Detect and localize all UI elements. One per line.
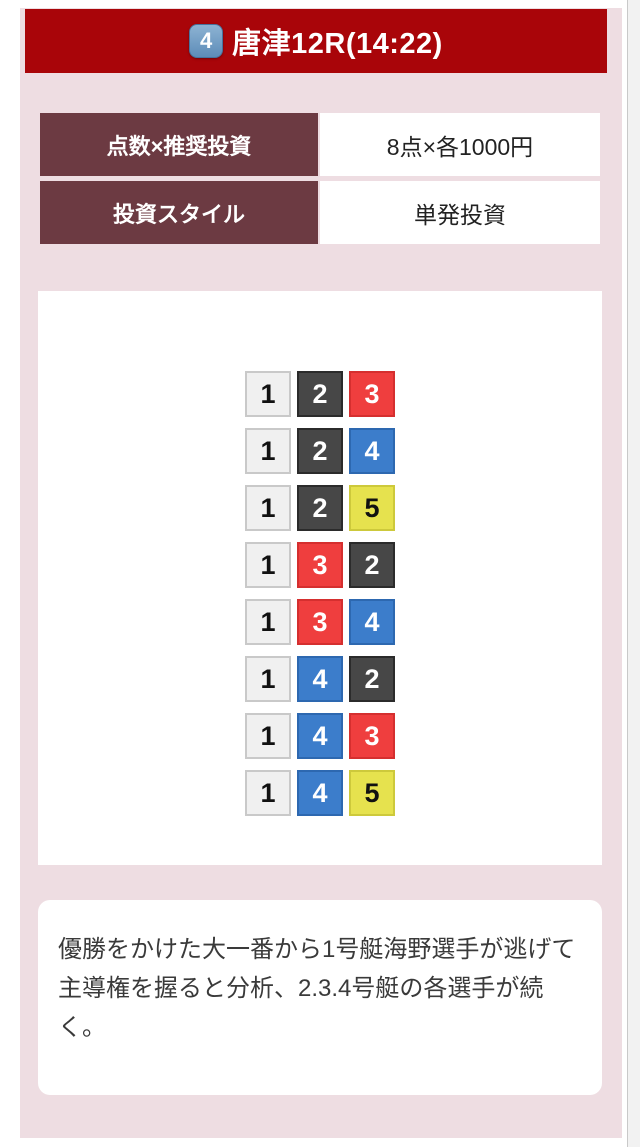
investment-info-table: 点数×推奨投資 8点×各1000円 投資スタイル 単発投資 — [40, 113, 600, 249]
race-title: 唐津12R(14:22) — [232, 28, 443, 60]
boat-number-cell: 2 — [349, 656, 395, 702]
boat-number-cell: 1 — [245, 371, 291, 417]
race-header: 4 唐津12R(14:22) — [25, 9, 607, 73]
boat-number-cell: 1 — [245, 656, 291, 702]
boat-number-cell: 2 — [297, 371, 343, 417]
table-row: 点数×推奨投資 8点×各1000円 — [40, 113, 600, 176]
boat-number-cell: 1 — [245, 770, 291, 816]
boat-number-cell: 4 — [349, 599, 395, 645]
boat-number-cell: 1 — [245, 542, 291, 588]
boat-number-cell: 3 — [349, 371, 395, 417]
boat-number-cell: 1 — [245, 485, 291, 531]
investment-style-label: 投資スタイル — [40, 181, 318, 244]
boat-number-cell: 3 — [297, 542, 343, 588]
boat-number-cell: 2 — [349, 542, 395, 588]
boat-number-cell: 5 — [349, 770, 395, 816]
investment-style-value: 単発投資 — [320, 181, 600, 244]
points-investment-label: 点数×推奨投資 — [40, 113, 318, 176]
boat-number-cell: 1 — [245, 599, 291, 645]
analysis-panel: 優勝をかけた大一番から1号艇海野選手が逃げて主導権を握ると分析、2.3.4号艇の… — [38, 900, 602, 1095]
table-row: 投資スタイル 単発投資 — [40, 181, 600, 244]
boat-number-cell: 4 — [297, 656, 343, 702]
boat-number-cell: 4 — [297, 770, 343, 816]
boat-number-cell: 4 — [349, 428, 395, 474]
boat-number-cell: 2 — [297, 485, 343, 531]
right-gutter — [627, 0, 640, 1147]
boat-number-cell: 1 — [245, 713, 291, 759]
boat-number-cell: 2 — [297, 428, 343, 474]
boat-number-cell: 3 — [349, 713, 395, 759]
analysis-text: 優勝をかけた大一番から1号艇海野選手が逃げて主導権を握ると分析、2.3.4号艇の… — [58, 936, 576, 1041]
boat-number-cell: 1 — [245, 428, 291, 474]
boat-number-cell: 4 — [297, 713, 343, 759]
boat-number-cell: 5 — [349, 485, 395, 531]
points-investment-value: 8点×各1000円 — [320, 113, 600, 176]
race-number-badge: 4 — [189, 24, 224, 58]
boat-number-cell: 3 — [297, 599, 343, 645]
content-column: 4 唐津12R(14:22) 点数×推奨投資 8点×各1000円 投資スタイル … — [20, 8, 622, 1138]
